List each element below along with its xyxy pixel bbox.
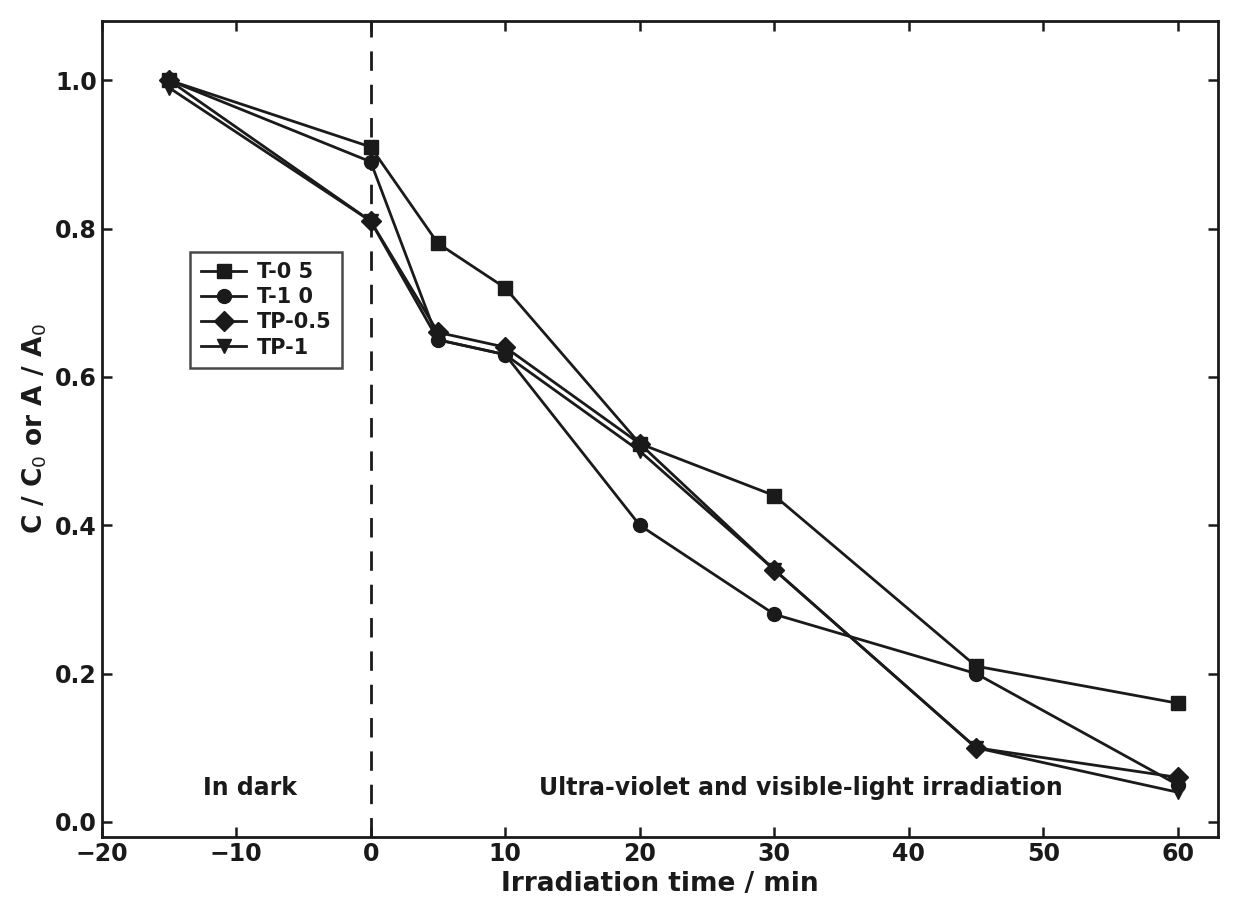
TP-0.5 xyxy=(767,565,782,576)
TP-1 xyxy=(767,565,782,576)
T-0 5 xyxy=(632,438,647,449)
T-0 5 xyxy=(430,238,445,249)
Line: TP-1: TP-1 xyxy=(162,81,1184,800)
Y-axis label: C / C$_0$ or A / A$_0$: C / C$_0$ or A / A$_0$ xyxy=(21,323,50,534)
TP-1 xyxy=(1171,787,1186,798)
TP-0.5 xyxy=(632,438,647,449)
T-0 5 xyxy=(767,490,782,501)
TP-0.5 xyxy=(363,216,378,227)
T-1 0 xyxy=(969,668,984,679)
T-1 0 xyxy=(1171,779,1186,790)
TP-0.5 xyxy=(498,341,513,353)
TP-1 xyxy=(632,445,647,456)
TP-0.5 xyxy=(969,743,984,754)
X-axis label: Irradiation time / min: Irradiation time / min xyxy=(501,871,819,897)
TP-1 xyxy=(498,349,513,360)
T-1 0 xyxy=(430,334,445,345)
T-1 0 xyxy=(498,349,513,360)
T-0 5 xyxy=(498,283,513,294)
T-1 0 xyxy=(767,609,782,620)
T-0 5 xyxy=(363,141,378,152)
Legend: T-0 5, T-1 0, TP-0.5, TP-1: T-0 5, T-1 0, TP-0.5, TP-1 xyxy=(191,252,342,368)
TP-1 xyxy=(969,743,984,754)
T-0 5 xyxy=(1171,698,1186,709)
T-0 5 xyxy=(161,74,176,85)
TP-1 xyxy=(363,216,378,227)
Line: TP-0.5: TP-0.5 xyxy=(162,73,1184,784)
Line: T-1 0: T-1 0 xyxy=(162,73,1184,791)
TP-0.5 xyxy=(161,74,176,85)
TP-0.5 xyxy=(430,327,445,338)
Line: T-0 5: T-0 5 xyxy=(162,73,1184,711)
TP-1 xyxy=(161,82,176,93)
Text: In dark: In dark xyxy=(203,776,296,800)
T-1 0 xyxy=(363,156,378,167)
T-1 0 xyxy=(632,520,647,531)
TP-0.5 xyxy=(1171,772,1186,783)
Text: Ultra-violet and visible-light irradiation: Ultra-violet and visible-light irradiati… xyxy=(539,776,1063,800)
TP-1 xyxy=(430,334,445,345)
T-0 5 xyxy=(969,661,984,672)
T-1 0 xyxy=(161,74,176,85)
